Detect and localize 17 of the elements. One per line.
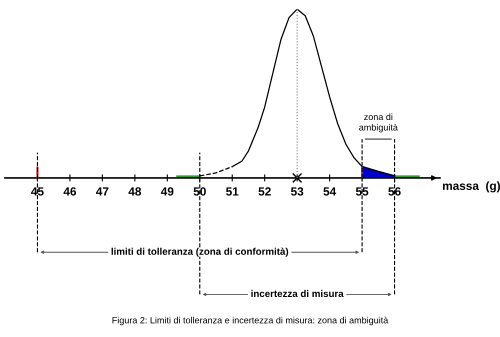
x-tick-label: 56 [388, 187, 401, 196]
x-tick-label: 55 [356, 187, 368, 196]
annotation: zona di ambiguità [359, 113, 398, 132]
x-tick-label: 53 [290, 187, 304, 196]
x-tick-label: 50 [194, 187, 206, 196]
text: limiti di tolleranza (zona di conformità) [112, 248, 288, 257]
x-tick-label: 47 [96, 187, 108, 196]
x-tick-label: 48 [128, 187, 142, 196]
x-tick-label: 49 [160, 187, 174, 196]
x-axis-title: massa (g) [442, 181, 500, 192]
x-tick-label: 45 [31, 187, 44, 196]
x-tick-label: 54 [323, 187, 336, 196]
x-tick-label: 46 [64, 187, 76, 196]
text: Figura 2: Limiti di tolleranza e incertezza di misura: zona di ambiguità [112, 316, 388, 326]
text: incertezza di misura [251, 290, 344, 298]
x-tick-label: 52 [258, 187, 271, 196]
x-tick-label: 51 [226, 187, 238, 196]
